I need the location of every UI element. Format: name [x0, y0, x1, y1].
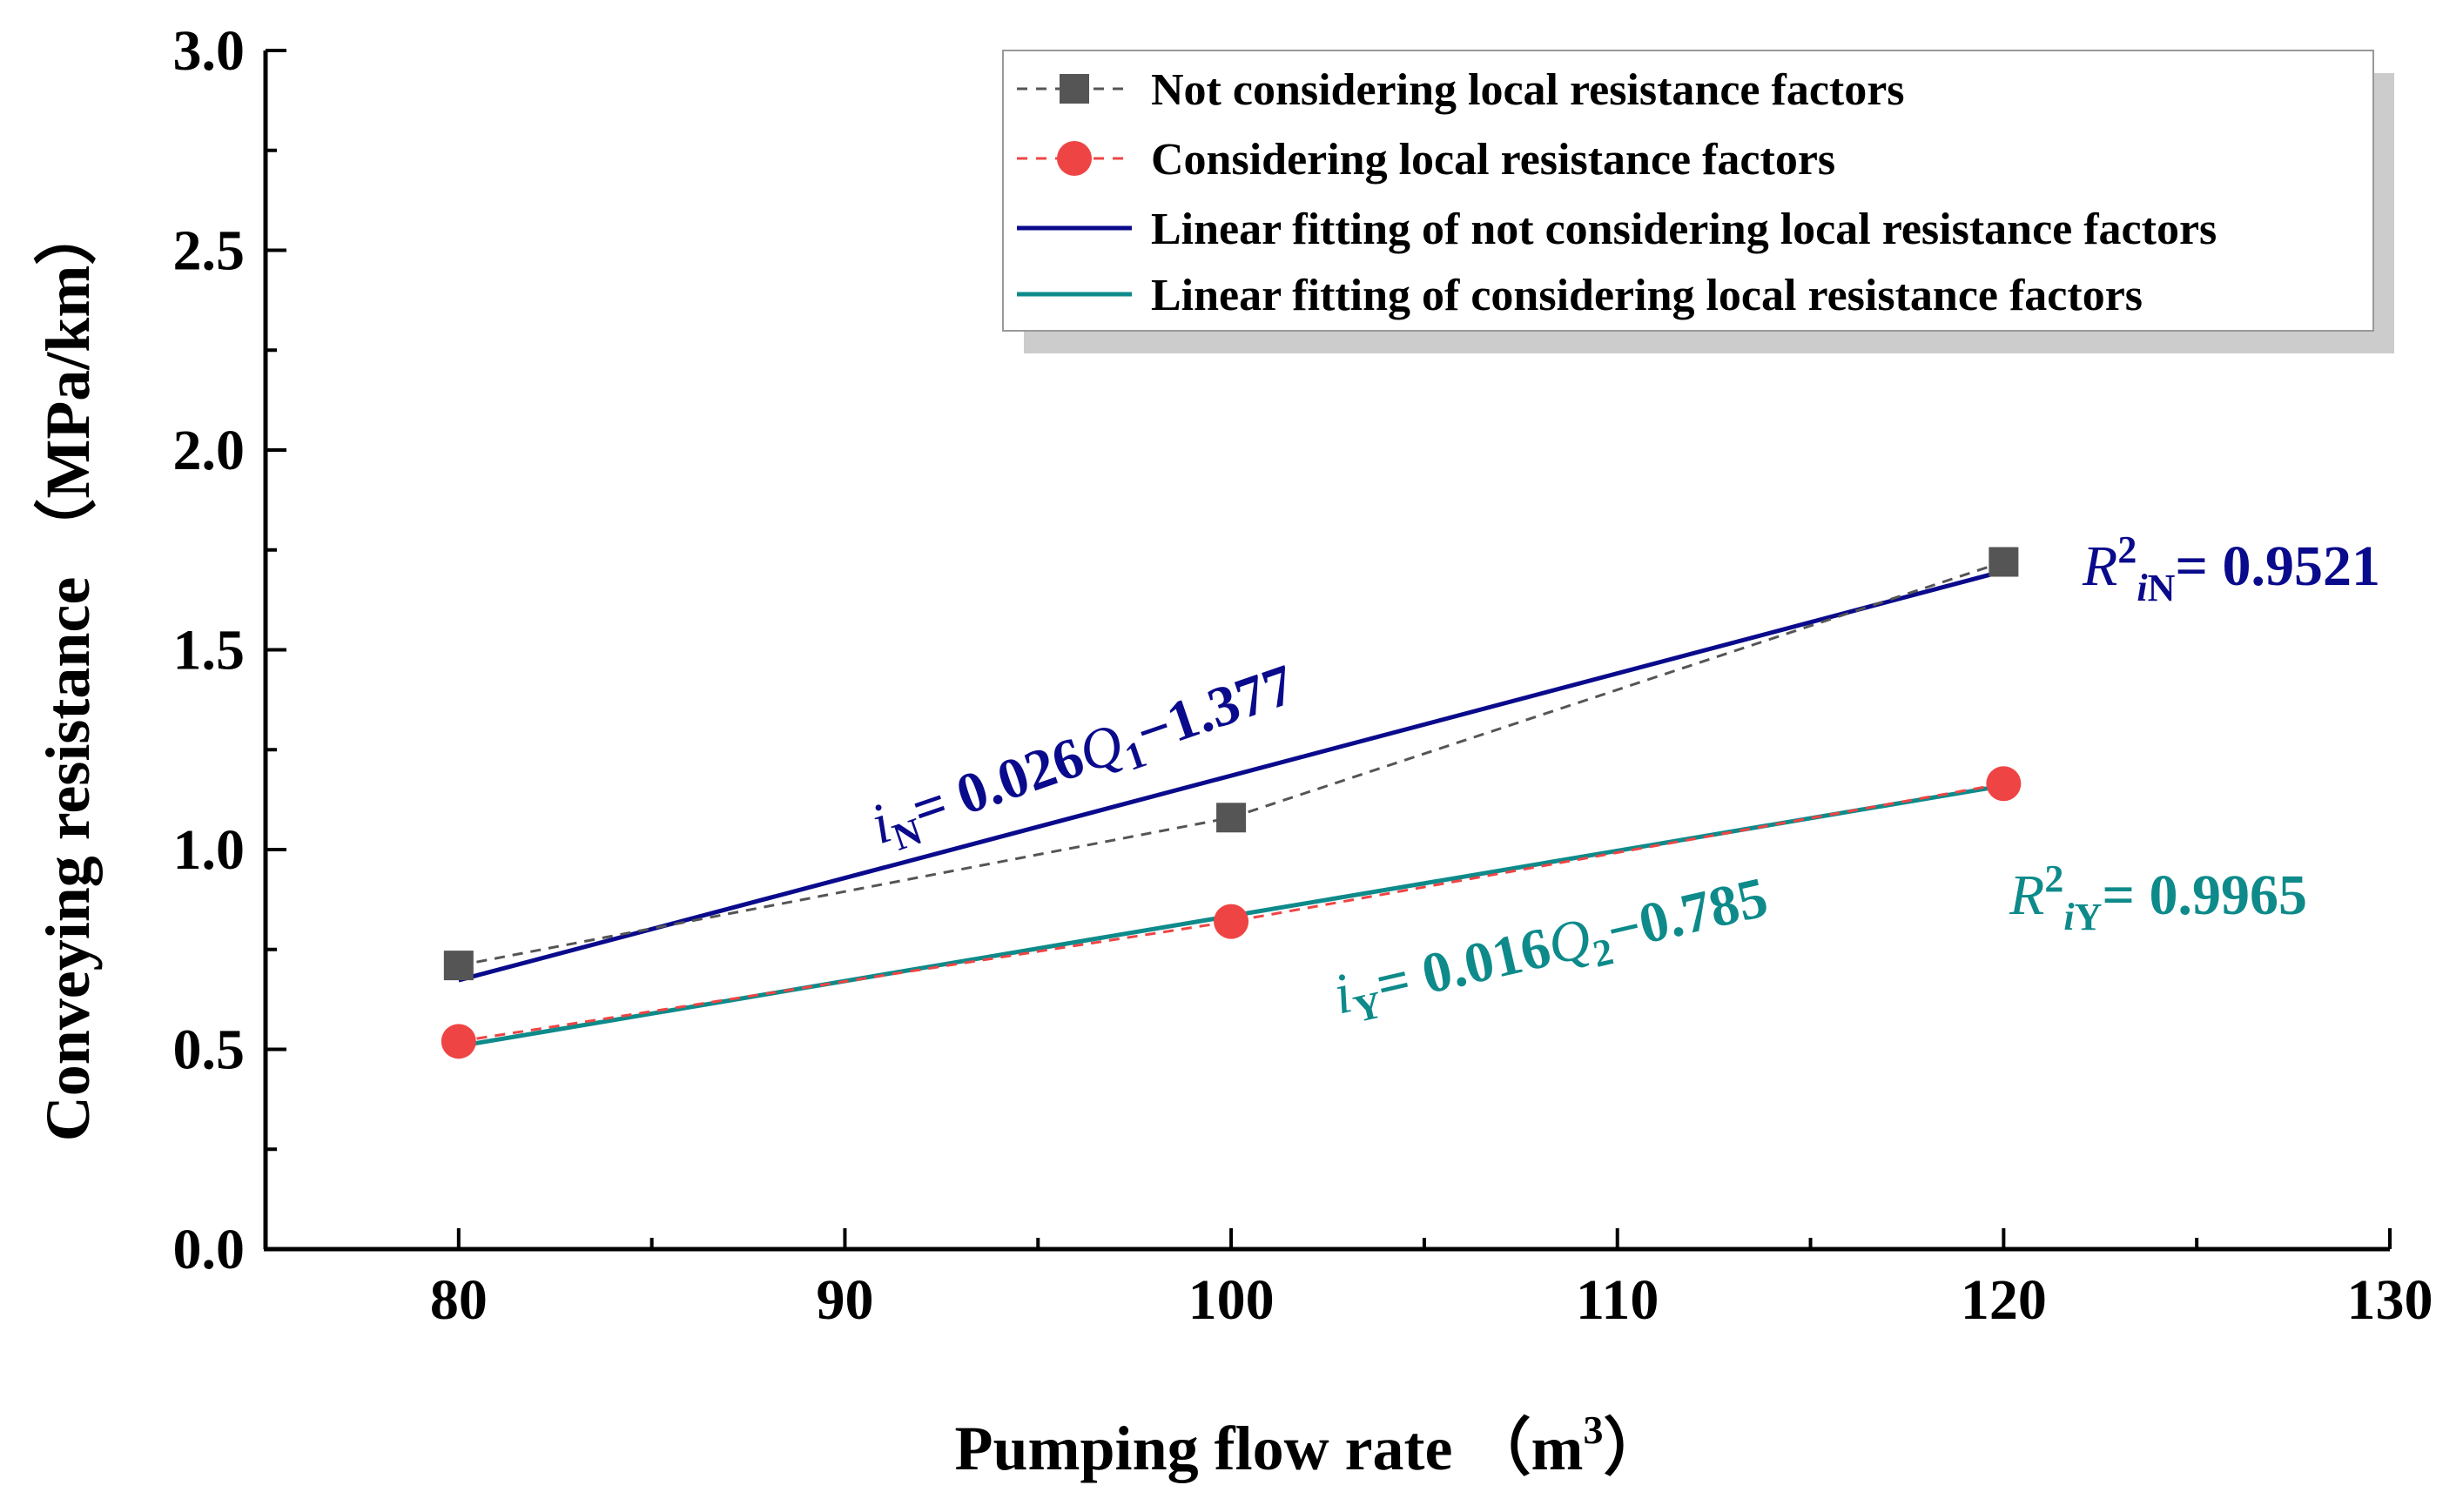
- series-layer: [441, 547, 2022, 1059]
- legend-label-3: Linear fitting of considering local resi…: [1151, 271, 2143, 320]
- x-tick-label: 100: [1188, 1268, 1275, 1332]
- y-tick-label: 1.0: [173, 818, 246, 882]
- data-point-circle: [1986, 766, 2022, 802]
- legend-marker-circle: [1057, 141, 1092, 176]
- legend-box: [1002, 50, 2374, 332]
- y-tick-label: 2.5: [173, 219, 246, 283]
- y-tick-label: 3.0: [173, 19, 246, 83]
- x-tick-label: 120: [1961, 1268, 2047, 1332]
- y-tick-label: 2.0: [173, 419, 246, 482]
- legend-label-0: Not considering local resistance factors: [1151, 65, 1905, 115]
- r-squared-y: R2iY= 0.9965: [2009, 857, 2307, 938]
- y-tick-label: 0.0: [173, 1218, 246, 1281]
- x-tick-label: 110: [1576, 1268, 1659, 1332]
- legend-label-1: Considering local resistance factors: [1151, 135, 1835, 185]
- series-line-1: [458, 782, 2004, 1043]
- axes: 80 90 100 110 120 130 0.0 0.5 1.0 1.5 2.0 2.5 3.0: [173, 19, 2433, 1332]
- y-tick-label: 1.5: [173, 619, 246, 682]
- x-tick-label: 80: [430, 1268, 488, 1332]
- series-line-fit-2: [458, 568, 2005, 983]
- x-tick-label: 130: [2347, 1268, 2433, 1332]
- legend-label-2: Linear fitting of not considering local …: [1151, 205, 2217, 254]
- data-point-square: [1989, 547, 2019, 577]
- data-point-circle: [1214, 904, 1249, 939]
- legend-marker-square: [1060, 74, 1089, 104]
- x-axis-title: Pumping flow rate （m3）: [955, 1408, 1666, 1483]
- data-point-circle: [441, 1024, 476, 1059]
- y-axis-title: Conveying resistance （MPa/km）: [33, 203, 103, 1142]
- data-point-square: [1216, 803, 1247, 833]
- r-squared-n: R2iN= 0.9521: [2082, 528, 2380, 609]
- equation-y: iY= 0.016Q2−0.785: [1328, 865, 1775, 1034]
- annotations: iN= 0.026Q1−1.377 iY= 0.016Q2−0.785 R2iN…: [863, 528, 2380, 1034]
- legend: Not considering local resistance factors…: [1002, 50, 2394, 353]
- data-point-square: [443, 951, 474, 981]
- y-tick-label: 0.5: [173, 1018, 246, 1082]
- x-tick-label: 90: [816, 1268, 873, 1332]
